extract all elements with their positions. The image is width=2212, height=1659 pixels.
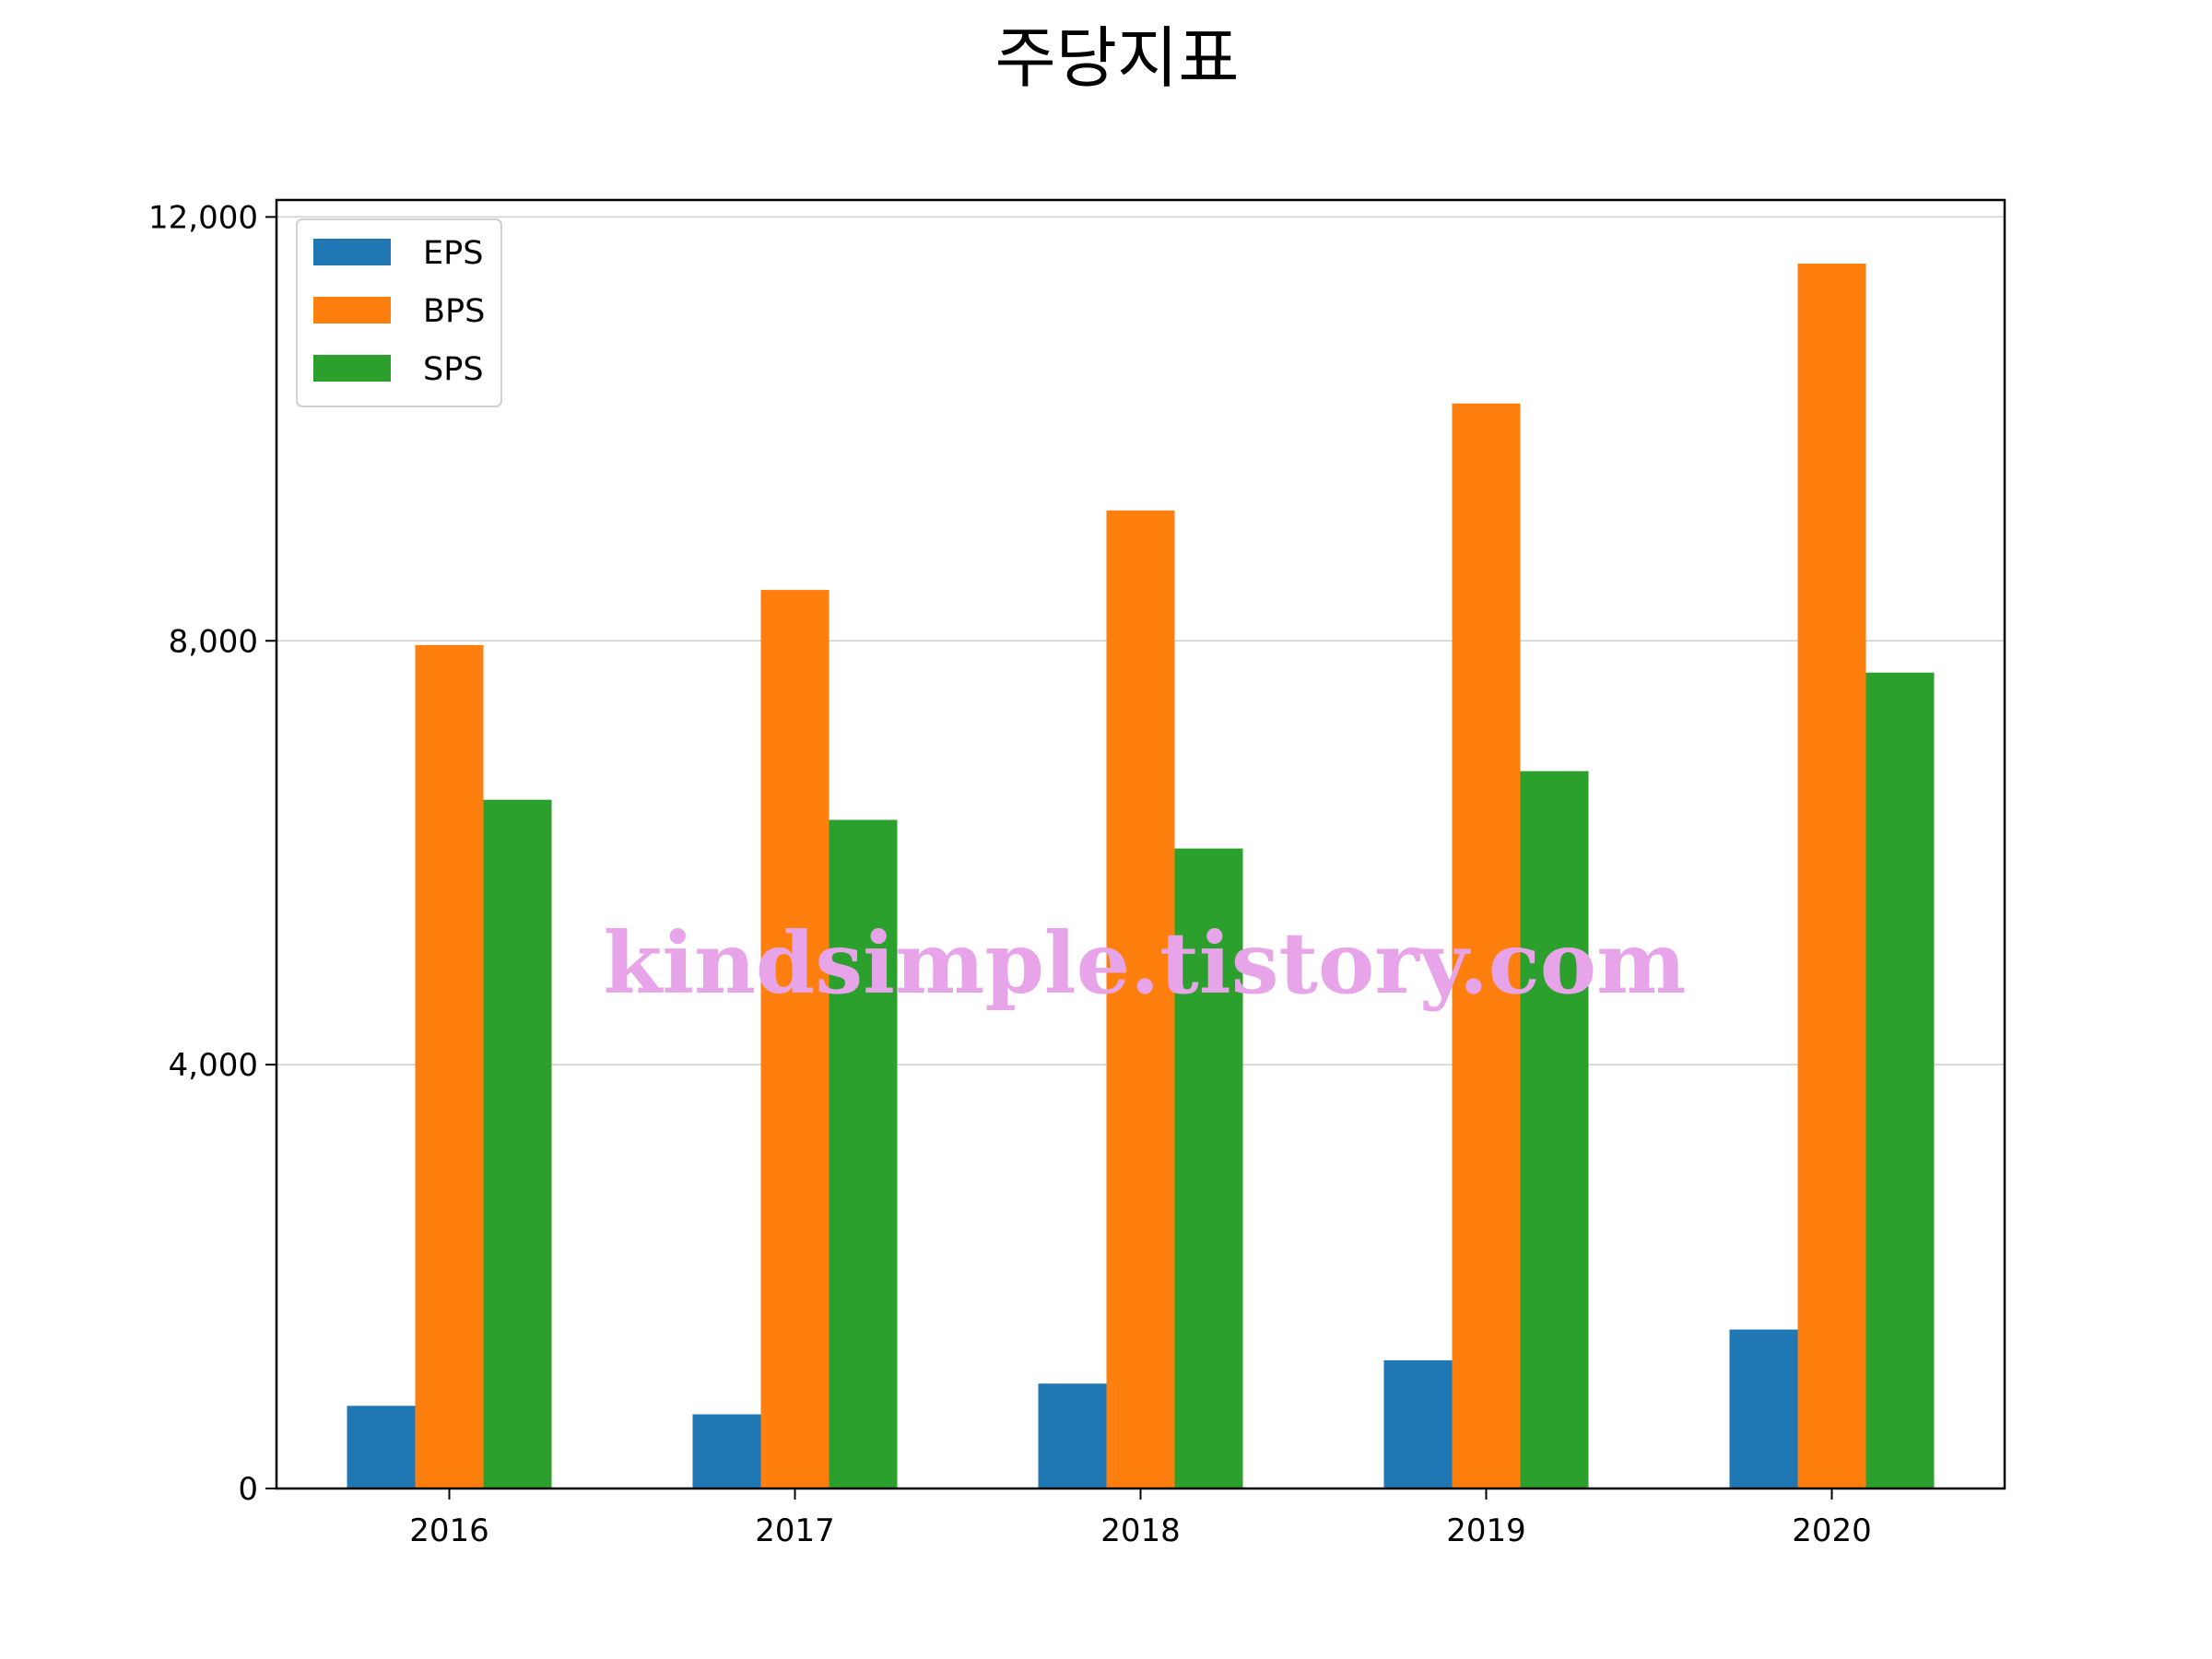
legend: EPS BPS SPS: [296, 218, 502, 407]
y-tick-label: 8,000: [169, 623, 258, 660]
y-tick-label: 12,000: [148, 199, 258, 236]
bar-eps-2017: [692, 1414, 761, 1488]
bars: [347, 263, 1935, 1489]
bar-sps-2020: [1865, 672, 1935, 1488]
x-tick-label: 2017: [755, 1512, 835, 1549]
bar-bps-2020: [1797, 263, 1866, 1489]
x-tick-label: 2018: [1100, 1512, 1181, 1549]
x-axis: 2016 2017 2018 2019 2020: [409, 1488, 1872, 1549]
legend-swatch-sps: [313, 355, 391, 382]
legend-label-eps: EPS: [423, 235, 483, 272]
bar-sps-2016: [483, 799, 552, 1488]
y-tick-label: 4,000: [169, 1047, 258, 1084]
y-axis: 0 4,000 8,000 12,000: [148, 199, 276, 1508]
chart-title: 주당지표: [995, 19, 1240, 97]
bar-eps-2019: [1383, 1359, 1453, 1488]
x-tick-label: 2020: [1792, 1512, 1872, 1549]
bar-sps-2017: [829, 819, 898, 1488]
bar-sps-2019: [1520, 771, 1589, 1488]
bar-bps-2016: [415, 644, 484, 1488]
bar-bps-2019: [1452, 403, 1521, 1489]
bar-eps-2016: [347, 1406, 416, 1488]
bar-eps-2018: [1038, 1383, 1107, 1488]
bar-bps-2017: [760, 590, 830, 1488]
x-tick-label: 2019: [1446, 1512, 1526, 1549]
watermark: kindsimple.tistory.com: [603, 913, 1686, 1013]
legend-swatch-eps: [313, 239, 391, 265]
bar-eps-2020: [1729, 1329, 1798, 1488]
bar-bps-2018: [1106, 510, 1175, 1488]
legend-swatch-bps: [313, 297, 391, 324]
legend-label-bps: BPS: [423, 293, 485, 330]
x-tick-label: 2016: [409, 1512, 489, 1549]
y-tick-label: 0: [238, 1471, 258, 1508]
legend-label-sps: SPS: [423, 351, 484, 388]
bar-sps-2018: [1174, 848, 1243, 1488]
